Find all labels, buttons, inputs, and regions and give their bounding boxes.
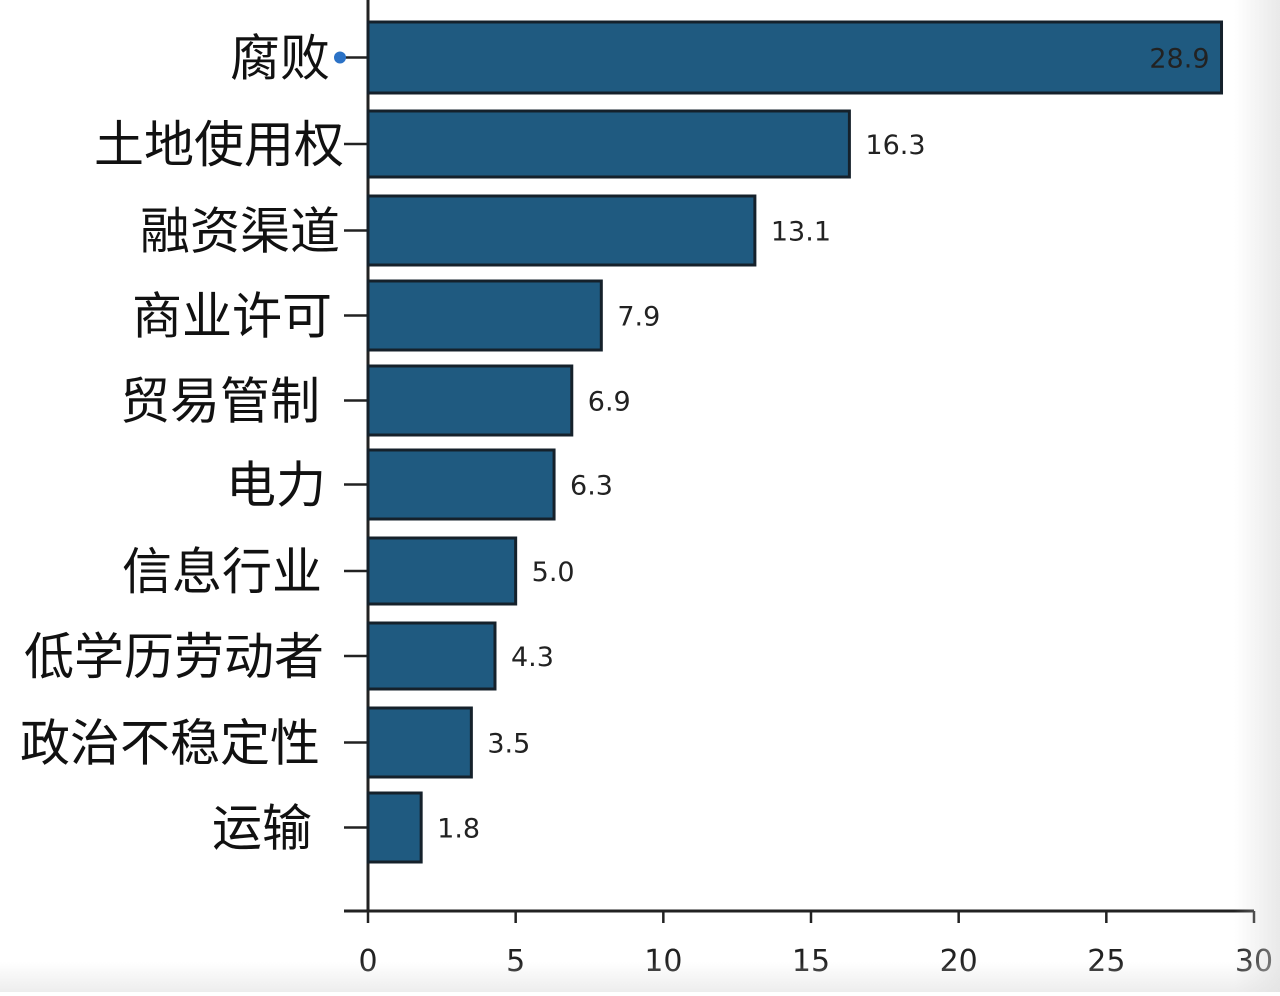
category-label: 电力 xyxy=(226,457,326,515)
category-label: 运输 xyxy=(212,800,312,858)
bar xyxy=(366,621,497,691)
bar xyxy=(366,109,851,179)
bar xyxy=(366,20,1224,95)
value-label: 6.9 xyxy=(588,387,631,418)
x-tick-label: 20 xyxy=(940,944,978,979)
value-label: 3.5 xyxy=(487,729,530,760)
value-label: 28.9 xyxy=(1149,44,1209,75)
value-label: 1.8 xyxy=(437,814,480,845)
bar xyxy=(366,448,556,521)
category-label: 贸易管制 xyxy=(120,373,320,431)
value-label: 13.1 xyxy=(771,217,831,248)
x-tick-label: 15 xyxy=(792,944,830,979)
x-tick-label: 5 xyxy=(506,944,525,979)
bar xyxy=(366,536,518,606)
value-label: 4.3 xyxy=(511,642,554,673)
category-label: 政治不稳定性 xyxy=(20,715,320,773)
value-label: 6.3 xyxy=(570,471,613,502)
bar xyxy=(366,279,603,352)
x-tick-label: 30 xyxy=(1235,944,1273,979)
bar xyxy=(366,791,423,864)
bar xyxy=(366,364,574,437)
value-label: 16.3 xyxy=(865,130,925,161)
value-label: 7.9 xyxy=(617,302,660,333)
bar xyxy=(366,706,473,779)
category-label: 融资渠道 xyxy=(140,203,340,261)
value-label: 5.0 xyxy=(532,557,575,588)
category-label: 土地使用权 xyxy=(94,116,344,174)
marker-dot xyxy=(334,51,346,64)
x-tick-label: 25 xyxy=(1087,944,1125,979)
category-label: 腐败 xyxy=(230,30,330,88)
category-label: 信息行业 xyxy=(122,543,322,601)
x-tick-label: 10 xyxy=(644,944,682,979)
category-label: 商业许可 xyxy=(132,288,332,346)
x-tick-label: 0 xyxy=(358,944,377,979)
category-label: 低学历劳动者 xyxy=(24,628,324,686)
bar xyxy=(366,194,757,267)
